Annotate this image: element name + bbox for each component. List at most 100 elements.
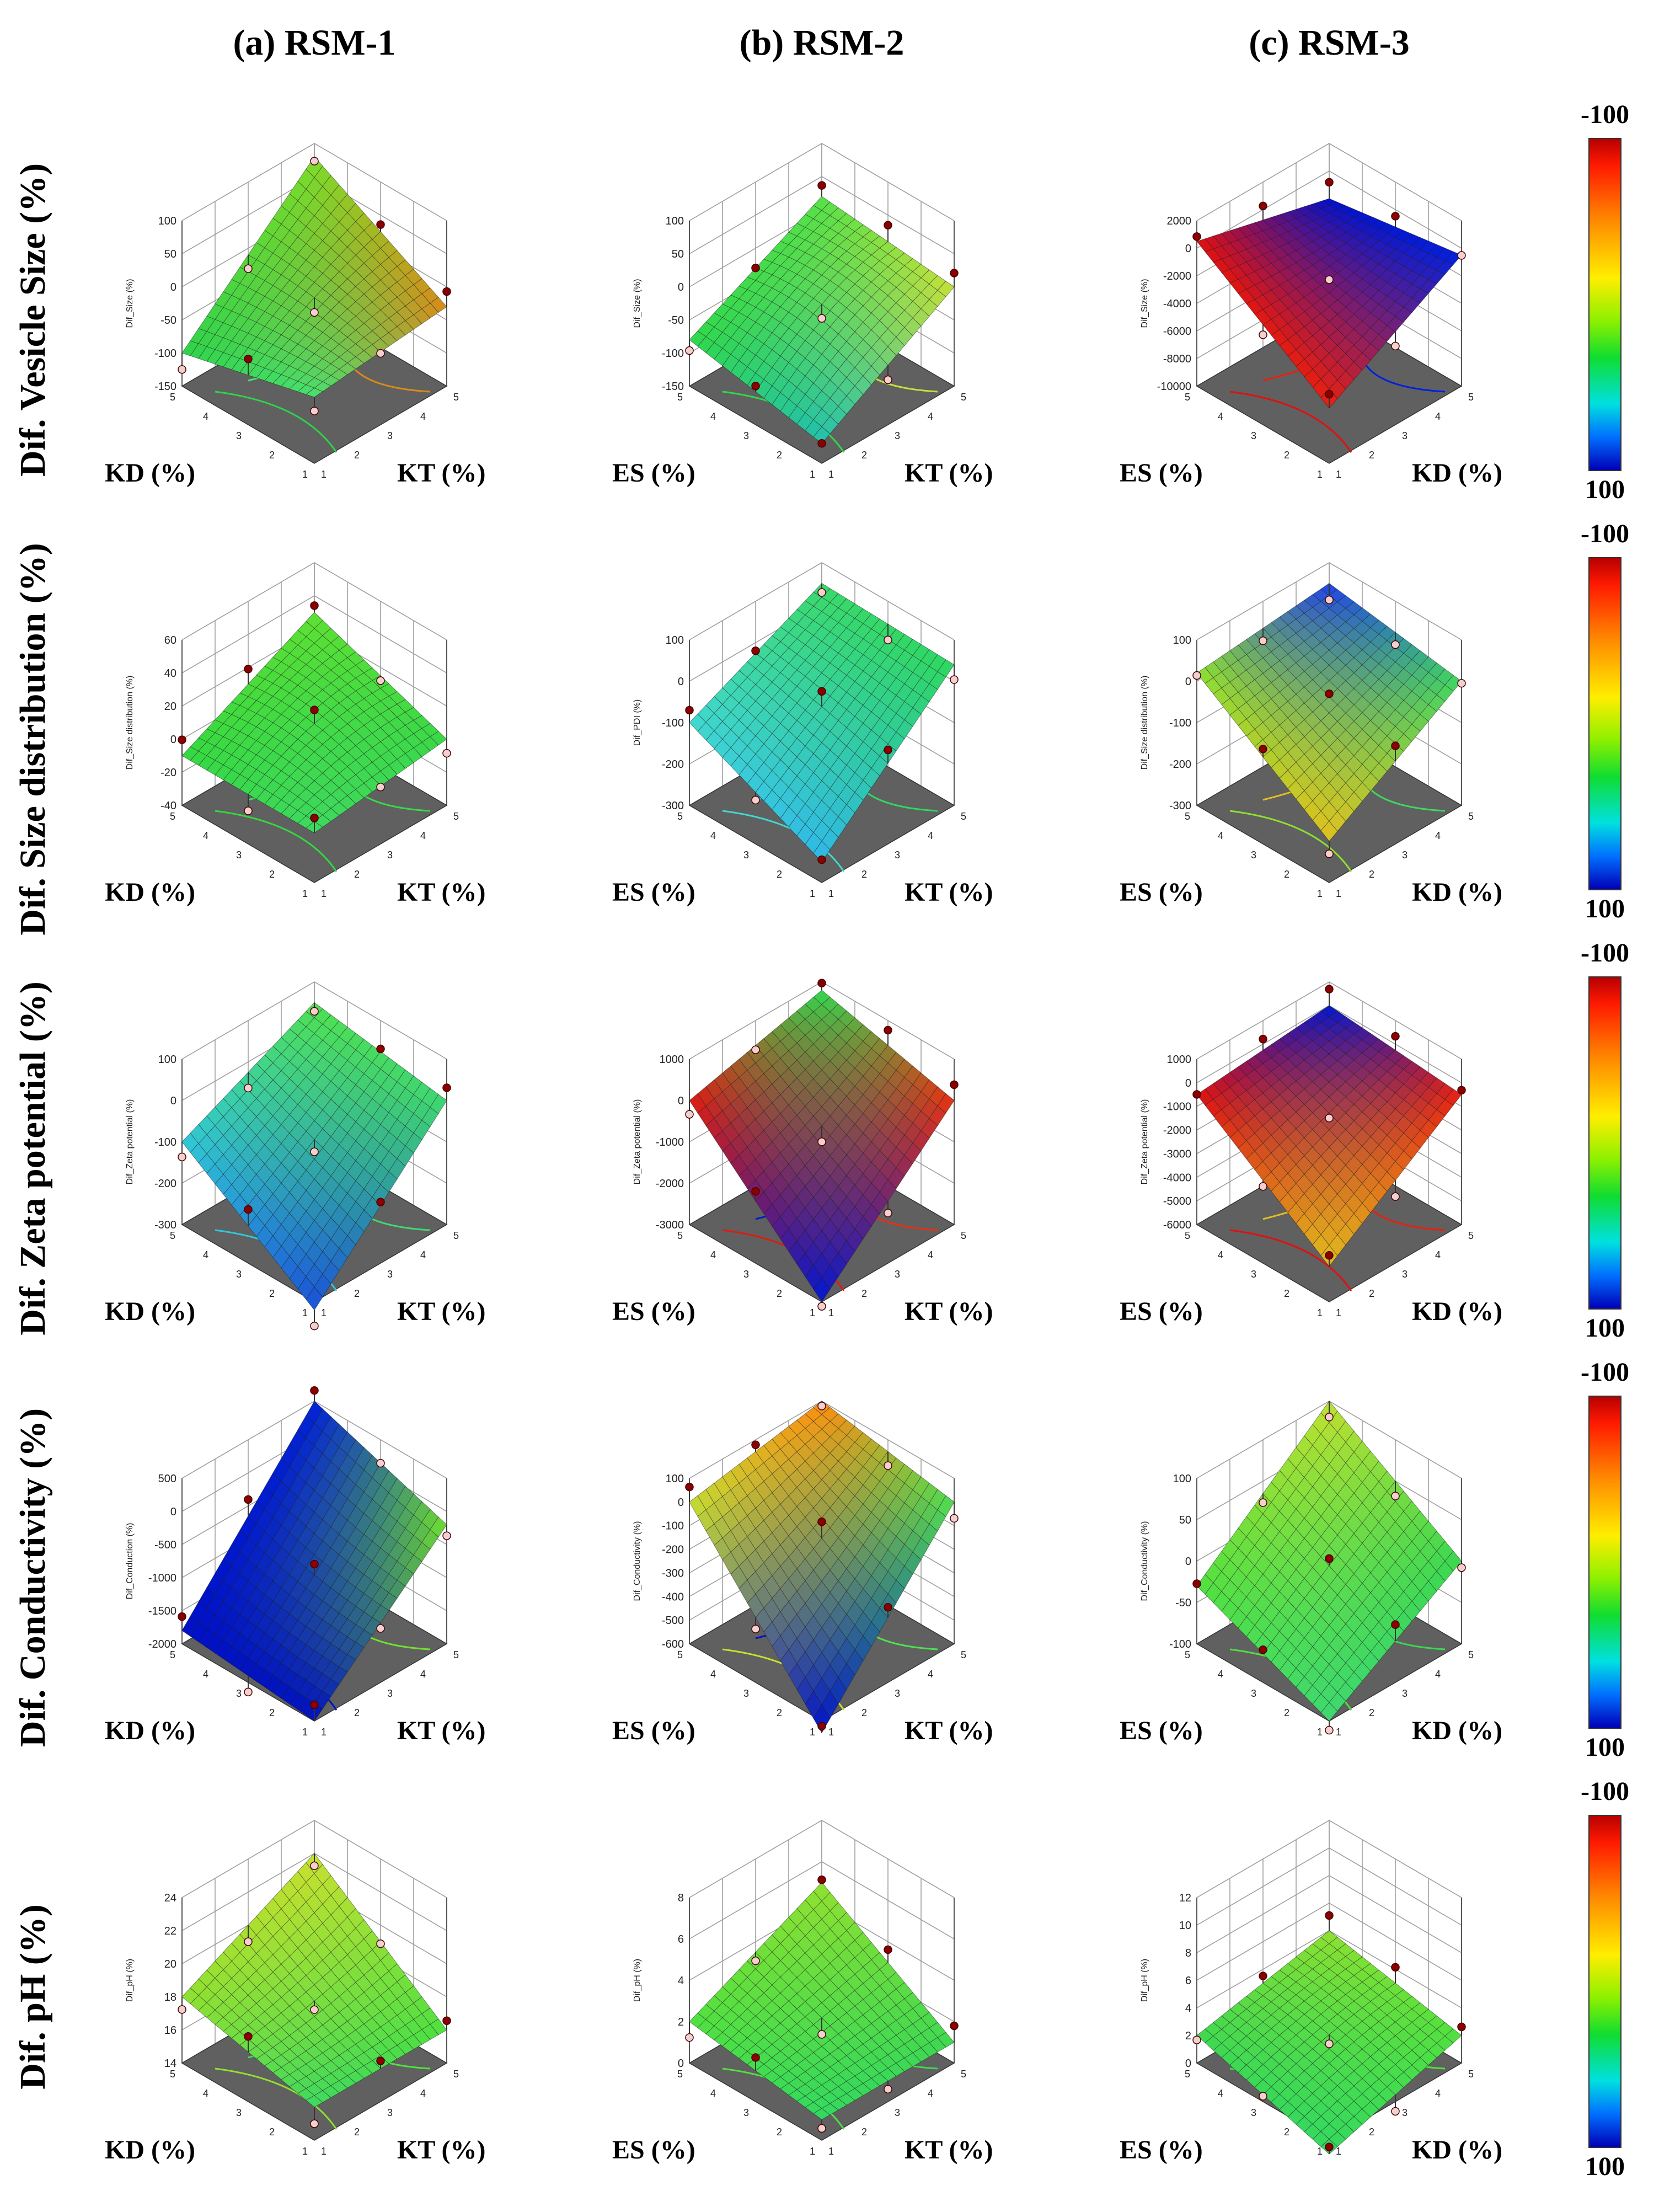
x-tick-label: 5 (677, 392, 683, 403)
x-tick-label: 1 (810, 2146, 815, 2157)
z-tick-label: -100 (154, 348, 176, 360)
design-point (1259, 1182, 1267, 1191)
y-tick-label: 3 (387, 2107, 393, 2118)
z-axis-title: Dif_Size (%) (633, 279, 642, 328)
x-tick-label: 2 (777, 2126, 782, 2138)
z-tick-label: -100 (154, 1136, 176, 1148)
design-point (817, 1875, 826, 1884)
y-tick-label: 5 (453, 1230, 459, 1241)
z-tick-label: -2000 (148, 1638, 176, 1650)
x-axis-title: ES (%) (1120, 2135, 1203, 2165)
design-point (1325, 2039, 1334, 2048)
z-tick-label: 0 (1185, 2058, 1191, 2070)
x-tick-label: 3 (1251, 430, 1256, 441)
surface-plot-b-row1: 100 50 0 -50 -100 -150 Dif_Size (%) 5 4 3 2 1 1 2 3 4 5 E… (596, 127, 1026, 507)
x-axis-title: ES (%) (612, 2135, 695, 2165)
x-tick-label: 4 (203, 2088, 208, 2099)
design-point (817, 181, 826, 190)
response-surface (181, 612, 447, 833)
x-tick-label: 1 (1317, 1727, 1323, 1738)
z-tick-label: -300 (1169, 800, 1191, 812)
design-point (178, 1152, 186, 1162)
row-label-text: Dif. pH (%) (13, 1904, 53, 2090)
x-tick-label: 3 (743, 1269, 749, 1280)
design-point (817, 314, 826, 323)
x-tick-label: 5 (170, 1649, 175, 1660)
design-points (1192, 1401, 1466, 1735)
y-tick-label: 2 (861, 1288, 867, 1299)
z-tick-label: -200 (154, 1178, 176, 1190)
design-point (817, 1517, 826, 1526)
x-tick-label: 2 (1284, 869, 1289, 880)
surface-plot-a-row3: 100 0 -100 -200 -300 Dif_Zeta potential (%) 5 4… (88, 965, 518, 1346)
z-axis-ticks: 1000-100-200-300 (662, 634, 684, 812)
design-point (244, 665, 253, 674)
y-tick-label: 4 (420, 411, 426, 422)
z-tick-label: -100 (662, 348, 684, 360)
surface-plot-a-row4: 500 0 -500 -1000 -1500 -2000 Dif_Conduction (%… (88, 1385, 518, 1765)
y-tick-label: 2 (861, 2126, 867, 2138)
design-points (178, 1386, 451, 1721)
z-axis-ticks: 1000-100-200-300 (154, 1054, 176, 1231)
x-tick-label: 2 (269, 2126, 275, 2138)
y-tick-label: 1 (828, 1727, 834, 1738)
design-point (1391, 1492, 1400, 1500)
z-axis-title: Dif_pH (%) (125, 1959, 135, 2002)
design-point (1325, 1413, 1334, 1422)
z-tick-label: -300 (662, 1567, 684, 1579)
x-tick-label: 3 (743, 430, 749, 441)
surface-plot-c-row4: 100 50 0 -50 -100 Dif_Conductivity (%) 5 4 3 2 1 1 2… (1103, 1385, 1533, 1765)
x-tick-label: 3 (236, 1269, 242, 1280)
design-point (1259, 1498, 1267, 1507)
design-point (310, 1700, 319, 1709)
response-surface (1196, 1005, 1462, 1267)
y-tick-label: 1 (1336, 1727, 1341, 1738)
surface-plot-b-row2: 100 0 -100 -200 -300 Dif_PDI (%) 5 4 3 2 1 1 2 3 4 5 ES … (596, 546, 1026, 927)
y-tick-label: 4 (420, 1249, 426, 1260)
design-point (884, 375, 892, 384)
design-point (817, 588, 826, 597)
column-title-a: (a) RSM-1 (233, 23, 396, 63)
column-title-b: (b) RSM-2 (739, 23, 905, 63)
design-point (685, 2033, 694, 2042)
design-point (685, 1110, 694, 1119)
design-point (817, 1402, 826, 1410)
x-tick-label: 5 (170, 1230, 175, 1241)
response-surface (181, 1002, 447, 1311)
design-point (685, 1482, 694, 1492)
design-point (751, 1625, 760, 1633)
x-tick-label: 1 (302, 2146, 308, 2157)
design-point (442, 2016, 451, 2025)
z-tick-label: -2000 (656, 1178, 684, 1190)
design-point (1325, 2142, 1334, 2151)
design-point (751, 1956, 760, 1965)
design-point (310, 308, 319, 317)
x-tick-label: 4 (203, 830, 208, 841)
z-tick-label: 0 (170, 1095, 176, 1107)
z-tick-label: -600 (662, 1638, 684, 1650)
z-tick-label: -10000 (1157, 381, 1191, 393)
y-tick-label: 1 (1336, 888, 1341, 899)
colorbar-top-label: -100 (1581, 1358, 1629, 1387)
row-label-vesicle-size: Dif. Vesicle Size (%) (0, 110, 66, 530)
design-point (244, 1495, 253, 1504)
x-tick-label: 2 (269, 450, 275, 461)
response-surface (689, 990, 955, 1302)
y-tick-label: 1 (321, 888, 327, 899)
y-axis-title: KT (%) (397, 878, 486, 907)
design-point (310, 1559, 319, 1569)
y-tick-label: 3 (1402, 849, 1408, 861)
design-point (950, 1514, 959, 1523)
y-tick-label: 1 (828, 888, 834, 899)
z-tick-label: -40 (160, 800, 176, 812)
x-tick-label: 2 (1284, 450, 1289, 461)
z-tick-label: -6000 (1163, 1219, 1191, 1231)
x-axis-title: KD (%) (105, 1297, 195, 1326)
design-points (1192, 178, 1466, 408)
row-label-ph: Dif. pH (%) (0, 1787, 66, 2206)
y-tick-label: 3 (895, 1269, 900, 1280)
x-tick-label: 5 (1185, 1230, 1190, 1241)
x-axis-title: ES (%) (1120, 458, 1203, 488)
